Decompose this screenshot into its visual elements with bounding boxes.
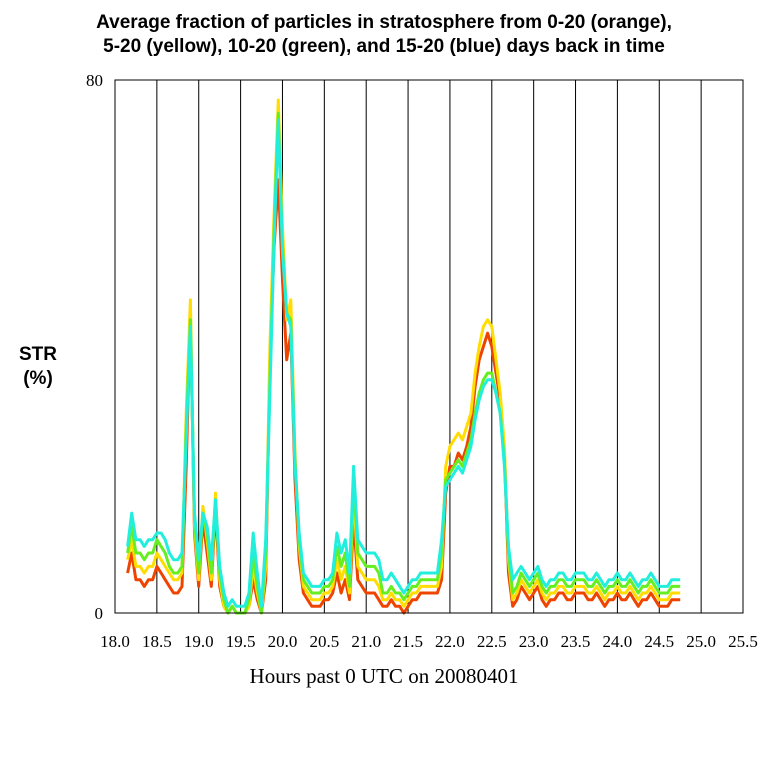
y-tick-label-0: 0 [95, 604, 104, 623]
x-tick-label-8: 22.0 [435, 632, 465, 651]
chart-title-line-2: 5-20 (yellow), 10-20 (green), and 15-20 … [103, 36, 665, 57]
y-tick-labels: 0 80 [86, 71, 103, 623]
x-tick-label-14: 25.0 [686, 632, 716, 651]
x-tick-label-0: 18.0 [100, 632, 130, 651]
x-tick-label-7: 21.5 [393, 632, 423, 651]
x-tick-label-10: 23.0 [519, 632, 549, 651]
x-tick-label-15: 25.5 [728, 632, 758, 651]
plot-frame [114, 79, 744, 614]
y-axis-label-line-1: STR [19, 344, 57, 365]
x-tick-label-3: 19.5 [226, 632, 256, 651]
x-tick-label-11: 23.5 [561, 632, 591, 651]
x-tick-label-12: 24.0 [603, 632, 633, 651]
x-tick-labels: 18.0 18.5 19.0 19.5 20.0 20.5 21.0 21.5 22.0 22.5… [100, 632, 758, 651]
series-line-2 [126, 111, 681, 615]
x-axis-label: Hours past 0 UTC on 20080401 [249, 664, 519, 688]
x-tick-label-4: 20.0 [268, 632, 298, 651]
y-axis-label-line-2: (%) [23, 368, 53, 389]
series-line-3 [126, 118, 681, 608]
x-tick-label-6: 21.0 [351, 632, 381, 651]
y-tick-label-1: 80 [86, 71, 103, 90]
series-layer [126, 98, 681, 615]
x-tick-label-1: 18.5 [142, 632, 172, 651]
chart-title-line-1: Average fraction of particles in stratos… [96, 12, 672, 33]
x-tick-label-5: 20.5 [309, 632, 339, 651]
x-tick-label-9: 22.5 [477, 632, 507, 651]
x-tick-label-2: 19.0 [184, 632, 214, 651]
series-line-1 [126, 98, 681, 615]
x-tick-label-13: 24.5 [644, 632, 674, 651]
